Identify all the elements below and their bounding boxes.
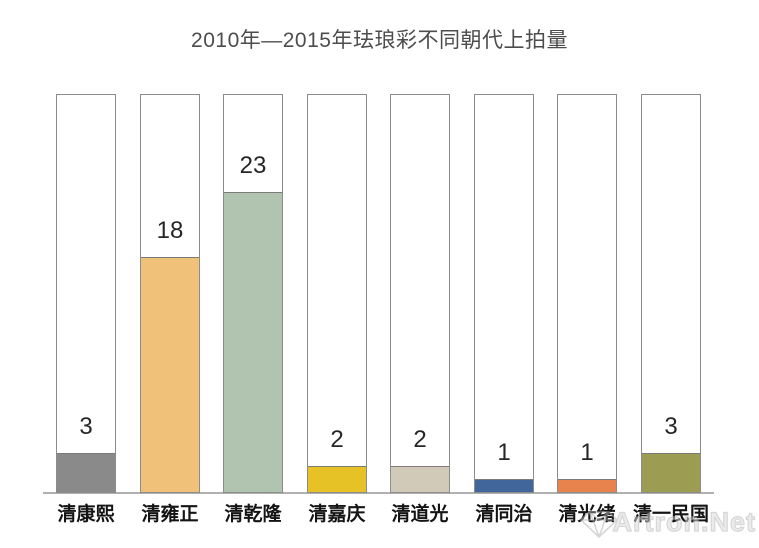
background-column: 2 <box>390 94 450 493</box>
value-label: 3 <box>664 413 678 440</box>
category-label: 清康熙 <box>57 504 115 525</box>
value-label: 1 <box>497 439 511 466</box>
value-label: 2 <box>413 426 427 453</box>
value-label: 23 <box>239 152 267 179</box>
background-column: 2 <box>307 94 367 493</box>
background-column: 3 <box>641 94 701 493</box>
category-label: 清嘉庆 <box>308 504 366 525</box>
bar-fill <box>558 479 616 492</box>
bar-fill <box>642 453 700 492</box>
bar-fill <box>57 453 115 492</box>
value-label: 2 <box>330 426 344 453</box>
category-label: 清同治 <box>475 504 533 525</box>
background-column: 1 <box>557 94 617 493</box>
bar-fill <box>391 466 449 492</box>
background-column: 18 <box>140 94 200 493</box>
bar-fill <box>475 479 533 492</box>
background-column: 1 <box>474 94 534 493</box>
chart-title: 2010年—2015年珐琅彩不同朝代上拍量 <box>191 29 568 52</box>
background-column: 23 <box>223 94 283 493</box>
bar-fill <box>141 257 199 492</box>
value-label: 18 <box>156 217 184 244</box>
value-label: 1 <box>580 439 594 466</box>
bar-fill <box>224 192 282 492</box>
x-axis-line <box>43 492 714 494</box>
category-label: 清一民国 <box>632 504 709 525</box>
value-label: 3 <box>79 413 93 440</box>
category-label: 清乾隆 <box>224 504 282 525</box>
category-label: 清道光 <box>391 504 449 525</box>
category-label: 清雍正 <box>141 504 199 525</box>
background-column: 3 <box>56 94 116 493</box>
bar-fill <box>308 466 366 492</box>
